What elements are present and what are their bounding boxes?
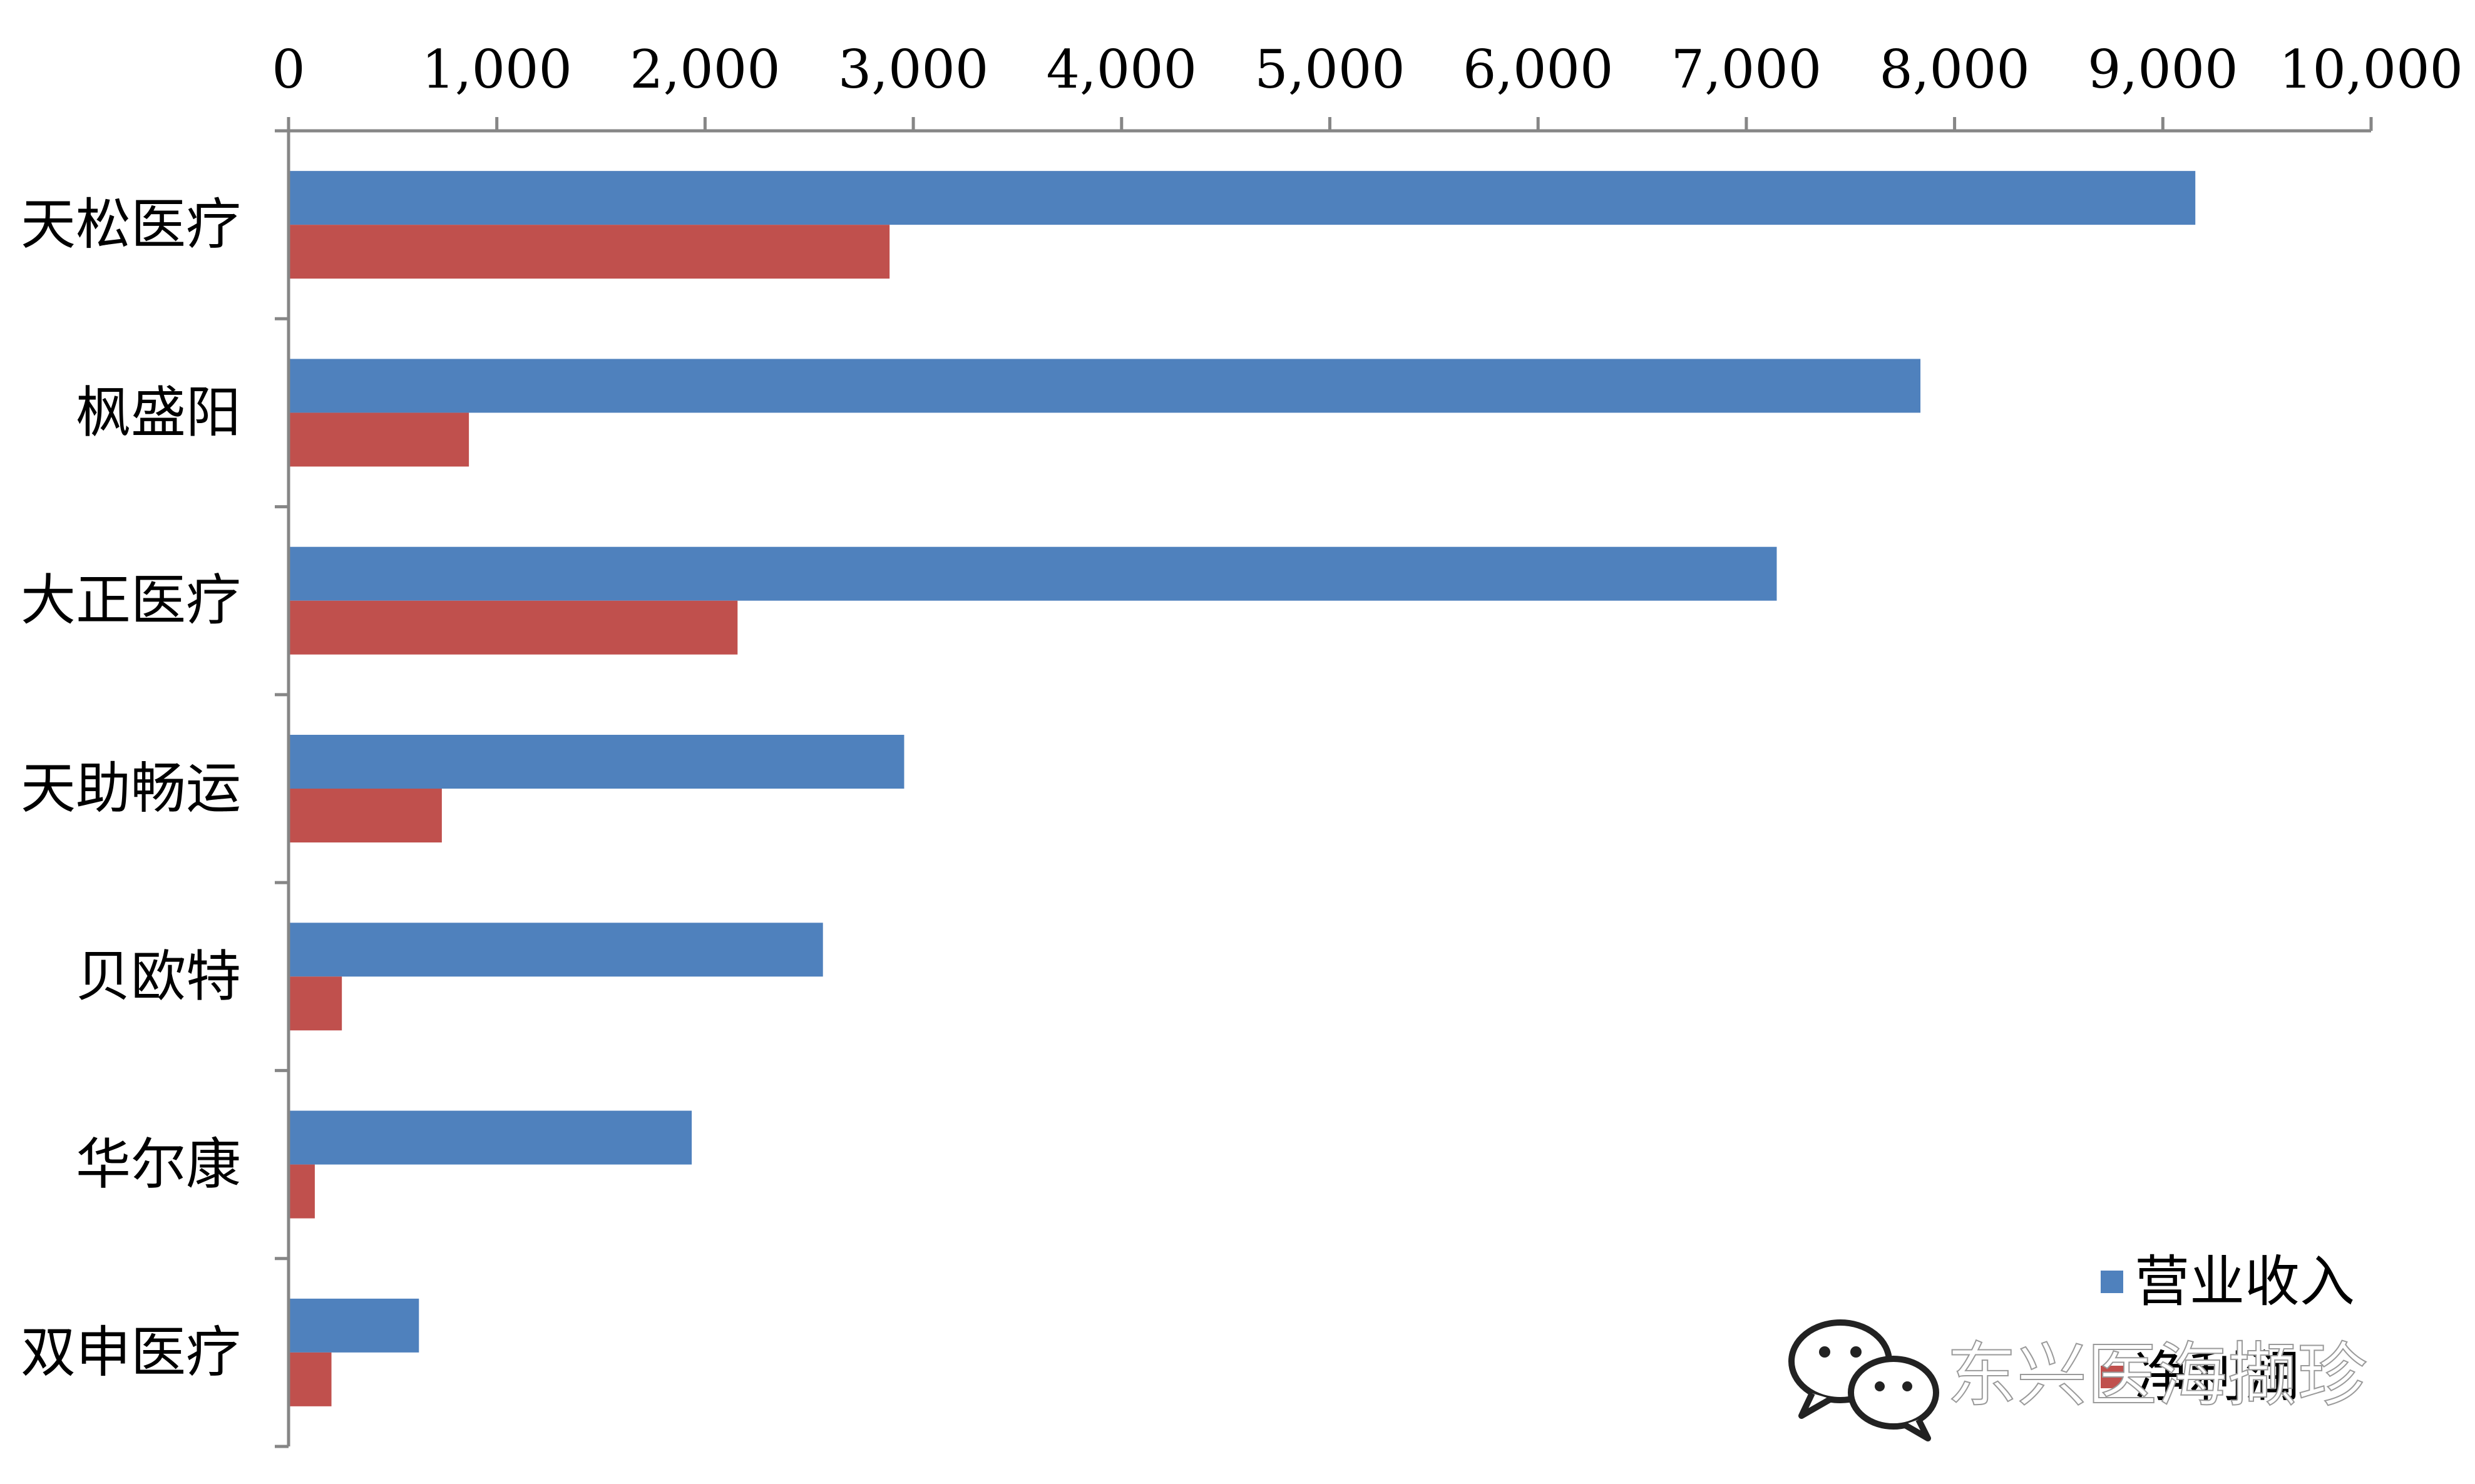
bar-revenue bbox=[290, 1298, 419, 1353]
bar-net-profit bbox=[290, 412, 469, 467]
watermark: 东兴医海撷珍 bbox=[1788, 1319, 2368, 1441]
x-tick-label: 3,000 bbox=[838, 39, 988, 100]
category-label: 天松医疗 bbox=[21, 192, 241, 257]
bar-net-profit bbox=[290, 1164, 315, 1219]
x-tick-label: 5,000 bbox=[1254, 39, 1405, 100]
bar-revenue bbox=[290, 735, 904, 789]
legend-label-revenue: 营业收入 bbox=[2134, 1249, 2355, 1314]
bar-net-profit bbox=[290, 225, 890, 279]
x-tick-label: 10,000 bbox=[2279, 39, 2463, 100]
category-label: 华尔康 bbox=[76, 1132, 241, 1197]
category-label: 双申医疗 bbox=[21, 1320, 241, 1384]
x-tick-label: 9,000 bbox=[2088, 39, 2238, 100]
bar-revenue bbox=[290, 171, 2196, 225]
bars bbox=[290, 171, 2196, 1406]
watermark-text: 东兴医海撷珍 bbox=[1947, 1335, 2367, 1416]
category-label: 贝欧特 bbox=[76, 944, 241, 1008]
x-tick-label: 8,000 bbox=[1879, 39, 2029, 100]
bar-revenue bbox=[290, 923, 823, 977]
bar-revenue bbox=[290, 359, 1921, 413]
category-label: 大正医疗 bbox=[21, 568, 241, 633]
axes bbox=[287, 129, 2371, 1446]
wechat-icon bbox=[1788, 1319, 1939, 1441]
bar-revenue bbox=[290, 546, 1777, 601]
x-tick-label: 2,000 bbox=[630, 39, 780, 100]
x-tick-label: 1,000 bbox=[421, 39, 571, 100]
x-tick-label: 6,000 bbox=[1463, 39, 1613, 100]
category-label: 天助畅运 bbox=[21, 756, 241, 821]
bar-net-profit bbox=[290, 976, 342, 1031]
legend-label-net-profit: 净利润 bbox=[2134, 1344, 2300, 1409]
x-tick-label: 7,000 bbox=[1671, 39, 1822, 100]
legend-swatch-revenue bbox=[2101, 1271, 2123, 1293]
legend: 营业收入 净利润 bbox=[2101, 1249, 2355, 1409]
category-label: 枫盛阳 bbox=[76, 380, 241, 444]
bar-revenue bbox=[290, 1110, 692, 1165]
bar-net-profit bbox=[290, 789, 442, 842]
bar-net-profit bbox=[290, 1352, 332, 1406]
bar-net-profit bbox=[290, 600, 738, 655]
x-axis-ticks: 0 1,000 2,000 3,000 4,000 5,000 6,000 7,000 8,00… bbox=[272, 39, 2463, 1448]
x-tick-label: 0 bbox=[272, 39, 305, 100]
x-tick-label: 4,000 bbox=[1047, 39, 1197, 100]
legend-swatch-net-profit bbox=[2101, 1366, 2123, 1388]
